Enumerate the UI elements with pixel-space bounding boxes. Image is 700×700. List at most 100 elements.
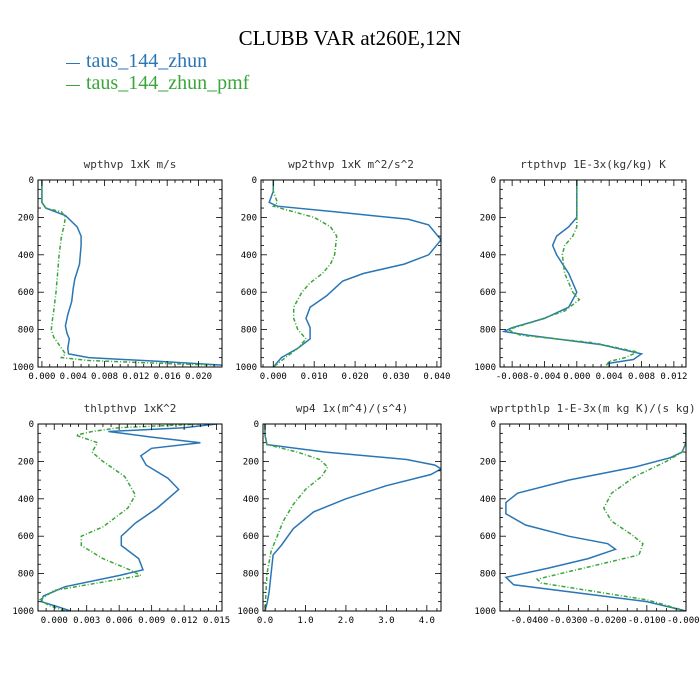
x-tick-label: 0.010 xyxy=(301,372,328,382)
y-tick-label: 200 xyxy=(480,457,496,467)
y-tick-label: 400 xyxy=(480,495,496,505)
figure-title: CLUBB VAR at260E,12N xyxy=(238,26,462,50)
chart-panel: thlpthvp 1xK^2 0.000 0.003 0.006 0.009 0.012 0… xyxy=(12,402,230,626)
series-line xyxy=(268,180,441,367)
x-tick-label: 4.0 xyxy=(419,616,435,626)
x-tick-label: -0.0400 xyxy=(510,616,548,626)
x-tick-label: 0.004 xyxy=(596,372,623,382)
x-tick-label: 0.009 xyxy=(138,616,165,626)
x-tick-label: -0.0300 xyxy=(550,616,588,626)
series-line xyxy=(38,424,201,611)
series-line xyxy=(506,180,640,367)
chart-title: wp2thvp 1xK m^2/s^2 xyxy=(288,158,414,171)
y-tick-label: 800 xyxy=(243,570,259,580)
y-tick-label: 600 xyxy=(18,532,34,542)
y-tick-label: 800 xyxy=(18,326,34,336)
y-tick-label: 0 xyxy=(491,176,496,186)
y-tick-label: 0 xyxy=(254,420,259,430)
chart-panel: wp2thvp 1xK m^2/s^2 0.000 0.010 0.020 0.030 0… xyxy=(235,158,450,382)
x-tick-label: 0.000 xyxy=(563,372,590,382)
y-tick-label: 400 xyxy=(241,251,257,261)
chart-panel: rtpthvp 1E-3x(kg/kg) K -0.008 -0.004 0.000 0… xyxy=(474,158,687,382)
y-tick-label: 400 xyxy=(480,251,496,261)
x-tick-label: 0.003 xyxy=(73,616,100,626)
y-tick-label: 600 xyxy=(480,288,496,298)
plot-frame xyxy=(499,179,687,368)
series-line xyxy=(535,424,686,611)
chart-title: thlpthvp 1xK^2 xyxy=(84,402,177,415)
y-tick-label: 400 xyxy=(243,495,259,505)
legend-swatch xyxy=(66,62,80,64)
x-tick-label: 1.0 xyxy=(297,616,313,626)
x-tick-label: 0.016 xyxy=(154,372,181,382)
chart-title: wp4 1x(m^4)/(s^4) xyxy=(296,402,409,415)
y-tick-label: 1000 xyxy=(474,607,496,617)
y-tick-label: 400 xyxy=(18,495,34,505)
x-tick-label: 0.000 xyxy=(41,616,68,626)
x-tick-label: -0.0100 xyxy=(628,616,666,626)
x-tick-label: 0.008 xyxy=(91,372,118,382)
plot-frame xyxy=(260,179,442,368)
x-tick-label: 0.000 xyxy=(28,372,55,382)
y-tick-label: 800 xyxy=(480,326,496,336)
y-tick-label: 800 xyxy=(241,326,257,336)
x-tick-label: 0.006 xyxy=(106,616,133,626)
series-line xyxy=(501,180,644,367)
x-tick-label: -0.004 xyxy=(528,372,561,382)
legend: taus_144_zhun taus_144_zhun_pmf xyxy=(66,50,249,94)
y-tick-label: 1000 xyxy=(12,607,34,617)
y-tick-label: 200 xyxy=(241,213,257,223)
x-tick-label: 0.000 xyxy=(260,372,287,382)
y-tick-label: 600 xyxy=(480,532,496,542)
plot-frame xyxy=(37,179,223,368)
chart-title: rtpthvp 1E-3x(kg/kg) K xyxy=(520,158,666,171)
x-tick-label: 0.004 xyxy=(60,372,87,382)
x-tick-label: 0.008 xyxy=(628,372,655,382)
y-tick-label: 600 xyxy=(241,288,257,298)
y-tick-label: 1000 xyxy=(235,363,257,373)
series-line xyxy=(264,424,441,611)
chart-panel: wp4 1x(m^4)/(s^4) 0.0 1.0 2.0 3.0 4.0 0 200 400 6… xyxy=(237,402,442,626)
x-tick-label: 0.0 xyxy=(257,616,273,626)
y-tick-label: 200 xyxy=(18,457,34,467)
legend-swatch xyxy=(66,84,80,86)
series-line xyxy=(41,180,222,366)
x-tick-label: 0.030 xyxy=(382,372,409,382)
x-tick-label: 0.020 xyxy=(342,372,369,382)
legend-label: taus_144_zhun_pmf xyxy=(86,72,250,94)
legend-entry: taus_144_zhun_pmf xyxy=(66,72,249,94)
y-tick-label: 600 xyxy=(18,288,34,298)
x-tick-label: 0.012 xyxy=(122,372,149,382)
chart-title: wpthvp 1xK m/s xyxy=(84,158,177,171)
y-tick-label: 800 xyxy=(480,570,496,580)
series-line xyxy=(264,424,329,611)
y-tick-label: 200 xyxy=(18,213,34,223)
y-tick-label: 600 xyxy=(243,532,259,542)
legend-entry: taus_144_zhun xyxy=(66,50,249,72)
plot-frame xyxy=(499,423,687,612)
chart-panel: wprtpthlp 1-E-3x(m kg K)/(s kg)-0.0400 -0… xyxy=(474,402,700,626)
series-line xyxy=(40,424,217,611)
x-tick-label: 0.012 xyxy=(660,372,687,382)
x-tick-label: -0.0200 xyxy=(589,616,627,626)
legend-label: taus_144_zhun xyxy=(86,50,208,72)
y-tick-label: 1000 xyxy=(474,363,496,373)
y-tick-label: 0 xyxy=(29,420,34,430)
series-line xyxy=(504,424,686,611)
x-tick-label: 3.0 xyxy=(378,616,394,626)
y-tick-label: 1000 xyxy=(12,363,34,373)
chart-title: wprtpthlp 1-E-3x(m kg K)/(s kg) xyxy=(490,402,695,415)
series-line xyxy=(271,180,338,367)
x-tick-label: 0.020 xyxy=(185,372,212,382)
y-tick-label: 0 xyxy=(29,176,34,186)
y-tick-label: 200 xyxy=(243,457,259,467)
x-tick-label: 0.012 xyxy=(171,616,198,626)
chart-panel: wpthvp 1xK m/s 0.000 0.004 0.008 0.012 0.016 0… xyxy=(12,158,223,382)
plot-frame xyxy=(262,423,442,612)
x-tick-label: 0.015 xyxy=(203,616,230,626)
plot-frame xyxy=(37,423,223,612)
x-tick-label: 0.040 xyxy=(423,372,450,382)
y-tick-label: 400 xyxy=(18,251,34,261)
